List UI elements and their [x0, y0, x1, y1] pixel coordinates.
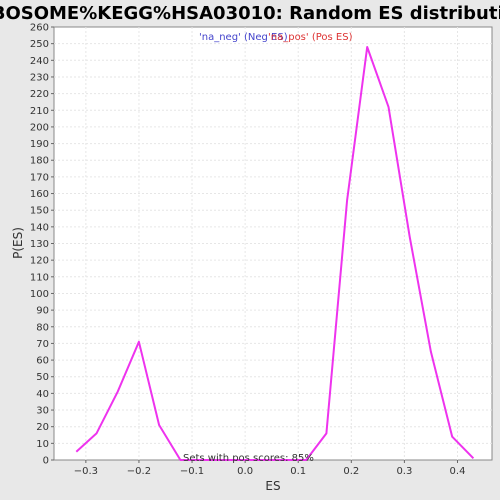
x-tick-label: 0.4: [450, 466, 466, 477]
y-tick-label: 190: [30, 139, 49, 150]
x-tick-label: −0.2: [127, 466, 151, 477]
x-tick-label: 0.3: [396, 466, 412, 477]
x-axis-label: ES: [265, 479, 280, 493]
y-tick-label: 240: [30, 56, 49, 67]
y-tick-label: 160: [30, 189, 49, 200]
y-tick-label: 100: [30, 289, 49, 300]
chart-title: RIBOSOME%KEGG%HSA03010: Random ES distri…: [0, 3, 500, 24]
y-tick-label: 210: [30, 106, 49, 117]
y-axis-label: P(ES): [11, 227, 25, 259]
y-tick-label: 170: [30, 172, 49, 183]
y-tick-label: 180: [30, 156, 49, 167]
y-tick-label: 20: [36, 422, 49, 433]
y-tick-label: 120: [30, 256, 49, 267]
x-tick-label: 0.2: [343, 466, 359, 477]
y-tick-label: 250: [30, 39, 49, 50]
y-tick-label: 130: [30, 239, 49, 250]
series-layer: [75, 46, 475, 461]
x-tick-label: −0.1: [180, 466, 204, 477]
y-tick-label: 260: [30, 23, 49, 34]
y-tick-label: 140: [30, 222, 49, 233]
y-tick-label: 200: [30, 122, 49, 133]
x-tick-label: 0.0: [237, 466, 253, 477]
y-tick-label: 30: [36, 406, 49, 417]
y-tick-label: 40: [36, 389, 49, 400]
y-tick-label: 90: [36, 306, 49, 317]
pos-scores-annotation: Sets with pos scores: 85%: [183, 453, 314, 464]
y-tick-label: 220: [30, 89, 49, 100]
y-tick-label: 80: [36, 322, 49, 333]
grid: [54, 27, 492, 460]
y-tick-label: 150: [30, 206, 49, 217]
y-tick-label: 0: [43, 456, 49, 467]
y-tick-label: 110: [30, 272, 49, 283]
y-tick-label: 50: [36, 372, 49, 383]
y-tick-label: 10: [36, 439, 49, 450]
x-tick-label: −0.3: [74, 466, 98, 477]
legend-entry-pos: 'na_pos' (Pos ES): [268, 32, 353, 43]
x-tick-label: 0.1: [290, 466, 306, 477]
y-tick-label: 60: [36, 356, 49, 367]
legend-entry-neg: 'na_neg' (Neg ES): [199, 32, 288, 43]
y-tick-label: 70: [36, 339, 49, 350]
y-axis-ticks: 0 10 20 30 40 50 60 70 80 90 100 110 120 130 140 150 160…: [30, 23, 54, 467]
series-line: [75, 46, 475, 461]
y-tick-label: 230: [30, 72, 49, 83]
